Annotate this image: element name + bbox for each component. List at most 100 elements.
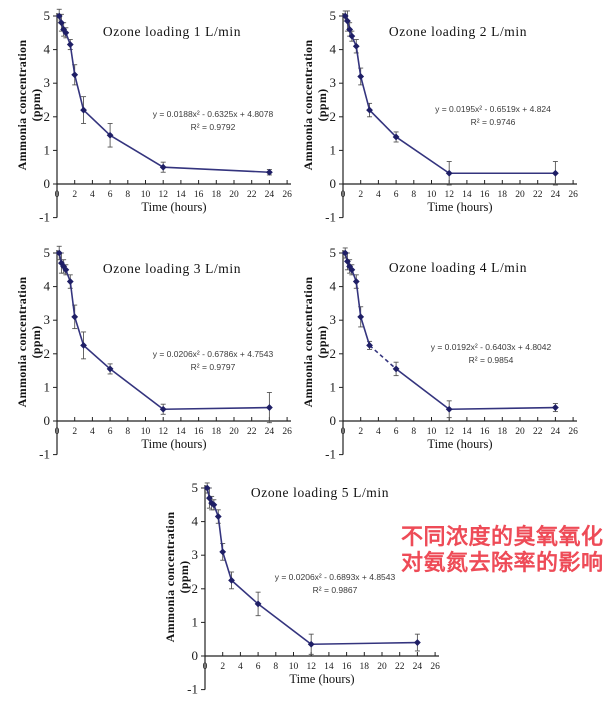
- x-tick-label: 2: [72, 427, 77, 437]
- x-tick-label: 10: [427, 427, 437, 437]
- y-tick-label: 2: [192, 581, 199, 596]
- y-axis-label: Ammonia concentration: [15, 40, 29, 171]
- trendline-equation: y = 0.0188x² - 0.6325x + 4.8078: [153, 109, 274, 119]
- x-tick-label: 26: [568, 427, 578, 437]
- r-squared-label: R² = 0.9867: [313, 585, 358, 595]
- y-axis-label-units: (ppm): [29, 326, 43, 359]
- data-point-marker: [392, 365, 400, 373]
- x-tick-label: 4: [90, 190, 95, 200]
- trendline-equation: y = 0.0206x² - 0.6893x + 4.8543: [275, 572, 396, 582]
- r-squared-label: R² = 0.9797: [191, 362, 236, 372]
- y-axis-label: Ammonia concentration: [163, 512, 177, 643]
- x-tick-label: 22: [247, 190, 257, 200]
- chart-title: Ozone loading 2 L/min: [389, 24, 527, 39]
- y-tick-label: 4: [192, 514, 199, 529]
- y-tick-label: 3: [330, 75, 337, 90]
- x-tick-label: 18: [212, 427, 222, 437]
- data-point-marker: [62, 29, 70, 37]
- y-tick-label: 1: [330, 142, 337, 157]
- x-tick-label: 20: [515, 190, 525, 200]
- y-tick-label: 3: [192, 547, 199, 562]
- data-point-marker: [352, 42, 360, 50]
- data-point-marker: [357, 313, 365, 321]
- data-point-marker: [159, 163, 167, 171]
- x-tick-label: 4: [238, 662, 243, 672]
- data-point-marker: [106, 131, 114, 139]
- x-tick-label: 14: [462, 190, 472, 200]
- data-point-marker: [55, 12, 63, 20]
- data-point-marker: [346, 26, 354, 33]
- y-tick-label: 1: [44, 379, 51, 394]
- y-tick-label: 2: [44, 109, 51, 124]
- x-tick-label: 0: [55, 427, 60, 437]
- y-tick-label: 0: [330, 176, 337, 191]
- r-squared-label: R² = 0.9792: [191, 122, 236, 132]
- x-tick-label: 0: [203, 662, 208, 672]
- chart-ozone-loading-5: 0 2 4 6 8 10 12 14 16 18 20 22 24 26 -1 0 1 2 3 4 5 Ozone loa…: [148, 472, 448, 702]
- x-tick-label: 12: [158, 427, 168, 437]
- x-axis-label: Time (hours): [427, 437, 492, 451]
- x-tick-label: 4: [90, 427, 95, 437]
- r-squared-label: R² = 0.9854: [469, 355, 514, 365]
- chart-title: Ozone loading 1 L/min: [103, 24, 241, 39]
- x-axis-label: Time (hours): [141, 200, 206, 214]
- data-point-marker: [348, 266, 356, 274]
- y-axis-label: Ammonia concentration: [301, 277, 315, 408]
- x-tick-label: 8: [411, 190, 416, 200]
- data-point-marker: [445, 169, 453, 177]
- x-tick-label: 10: [427, 190, 437, 200]
- y-tick-label: 5: [44, 8, 51, 23]
- x-tick-label: 6: [394, 190, 399, 200]
- x-tick-label: 24: [413, 662, 423, 672]
- y-tick-label: -1: [39, 447, 50, 462]
- y-tick-label: 5: [330, 8, 337, 23]
- data-point-marker: [266, 404, 273, 411]
- x-tick-label: 10: [141, 190, 151, 200]
- x-tick-label: 22: [247, 427, 257, 437]
- data-point-marker: [552, 169, 559, 177]
- chart-title: Ozone loading 5 L/min: [251, 485, 389, 500]
- data-point-marker: [80, 342, 87, 349]
- x-tick-label: 22: [533, 190, 543, 200]
- y-tick-label: 3: [330, 312, 337, 327]
- x-axis-label: Time (hours): [427, 200, 492, 214]
- x-tick-label: 18: [212, 190, 222, 200]
- y-tick-label: -1: [187, 682, 198, 697]
- y-axis-label: Ammonia concentration: [15, 277, 29, 408]
- x-tick-label: 20: [377, 662, 387, 672]
- trendline-equation: y = 0.0192x² - 0.6403x + 4.8042: [431, 342, 552, 352]
- trendline-equation: y = 0.0195x² - 0.6519x + 4.824: [435, 104, 551, 114]
- data-point-marker: [106, 365, 114, 373]
- x-tick-label: 10: [289, 662, 299, 672]
- x-axis-label: Time (hours): [289, 672, 354, 686]
- x-tick-label: 4: [376, 427, 381, 437]
- x-tick-label: 26: [282, 427, 292, 437]
- data-point-marker: [58, 259, 65, 267]
- x-tick-label: 26: [282, 190, 292, 200]
- data-point-marker: [71, 313, 79, 321]
- data-point-marker: [266, 168, 273, 176]
- x-tick-label: 10: [141, 427, 151, 437]
- x-tick-label: 14: [462, 427, 472, 437]
- x-tick-label: 14: [176, 427, 186, 437]
- x-tick-label: 16: [342, 662, 352, 672]
- x-tick-label: 24: [551, 427, 561, 437]
- data-point-marker: [552, 404, 559, 411]
- y-tick-label: 1: [330, 379, 337, 394]
- y-tick-label: 2: [330, 109, 337, 124]
- data-point-marker: [392, 133, 400, 141]
- data-point-marker: [71, 71, 79, 79]
- x-tick-label: 12: [158, 190, 168, 200]
- x-tick-label: 16: [480, 427, 490, 437]
- data-point-marker: [60, 26, 68, 33]
- data-point-marker: [357, 73, 365, 80]
- data-point-marker: [445, 405, 453, 413]
- data-point-marker: [352, 278, 360, 285]
- y-tick-label: 2: [44, 346, 51, 361]
- data-point-marker: [62, 266, 70, 274]
- chart-title: Ozone loading 4 L/min: [389, 260, 527, 275]
